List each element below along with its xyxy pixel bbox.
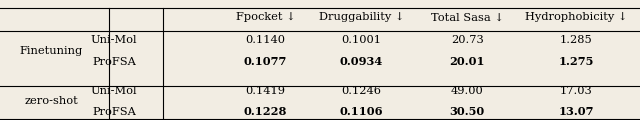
Text: Hydrophobicity ↓: Hydrophobicity ↓ [525,12,627,22]
Text: 0.0934: 0.0934 [340,56,383,67]
Text: zero-shot: zero-shot [24,96,78,106]
Text: ProFSA: ProFSA [92,107,136,117]
Text: 49.00: 49.00 [451,86,484,96]
Text: Uni-Mol: Uni-Mol [91,35,137,45]
Text: 13.07: 13.07 [558,106,594,117]
Text: ProFSA: ProFSA [92,57,136,67]
Text: 1.275: 1.275 [558,56,594,67]
Text: 30.50: 30.50 [449,106,485,117]
Text: 17.03: 17.03 [559,86,593,96]
Text: Finetuning: Finetuning [20,46,83,56]
Text: Fpocket ↓: Fpocket ↓ [236,12,296,22]
Text: 0.1140: 0.1140 [246,35,285,45]
Text: Uni-Mol: Uni-Mol [91,86,137,96]
Text: 0.1228: 0.1228 [244,106,287,117]
Text: Total Sasa ↓: Total Sasa ↓ [431,12,504,22]
Text: 0.1246: 0.1246 [342,86,381,96]
Text: 0.1106: 0.1106 [340,106,383,117]
Text: Druggability ↓: Druggability ↓ [319,12,404,22]
Text: 0.1001: 0.1001 [342,35,381,45]
Text: 0.1419: 0.1419 [246,86,285,96]
Text: 1.285: 1.285 [559,35,593,45]
Text: 20.01: 20.01 [449,56,485,67]
Text: 0.1077: 0.1077 [244,56,287,67]
Text: 20.73: 20.73 [451,35,484,45]
